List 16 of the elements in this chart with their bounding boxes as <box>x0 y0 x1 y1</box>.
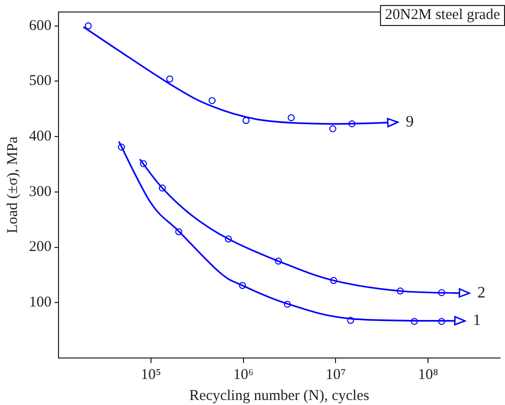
y-tick-label: 600 <box>29 18 52 34</box>
x-tick-label: 10⁸ <box>418 366 438 383</box>
annotation: 2 <box>477 284 486 302</box>
annotation: 20N2M steel grade <box>380 5 505 26</box>
x-tick-label: 10⁶ <box>233 366 254 383</box>
annotation: 9 <box>406 113 414 130</box>
y-axis-title: Load (±σ), MPa <box>4 136 21 234</box>
x-tick-label: 10⁵ <box>140 366 162 383</box>
y-tick-label: 100 <box>29 294 52 311</box>
x-axis-title: Recycling number (N), cycles <box>189 388 370 404</box>
y-tick-label: 500 <box>29 73 52 90</box>
annotation: 1 <box>472 312 481 330</box>
y-tick-label: 300 <box>29 184 52 200</box>
x-tick-label: 10⁷ <box>326 366 346 383</box>
y-tick-label: 200 <box>29 239 52 256</box>
y-tick-label: 400 <box>29 128 52 144</box>
